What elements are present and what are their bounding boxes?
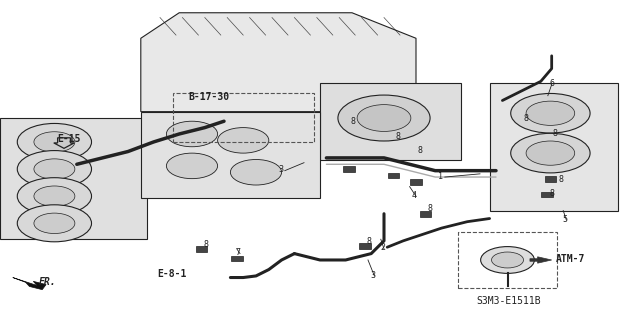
- Bar: [388, 173, 399, 178]
- Text: 3: 3: [370, 271, 375, 280]
- Bar: [231, 256, 243, 261]
- Text: 8: 8: [428, 204, 433, 212]
- Circle shape: [511, 93, 590, 133]
- Text: 8: 8: [396, 132, 401, 141]
- Text: ATM-7: ATM-7: [556, 254, 585, 264]
- Text: 6: 6: [549, 79, 554, 88]
- Circle shape: [17, 151, 92, 188]
- Text: 8: 8: [204, 240, 209, 249]
- Bar: [458, 232, 557, 288]
- Text: 8: 8: [417, 146, 422, 155]
- Polygon shape: [530, 257, 552, 263]
- Bar: [173, 93, 314, 142]
- Bar: [420, 211, 431, 217]
- Circle shape: [230, 160, 282, 185]
- Text: 8: 8: [559, 175, 564, 184]
- Text: 2: 2: [381, 243, 386, 252]
- Text: 1: 1: [438, 172, 444, 181]
- Bar: [343, 166, 355, 172]
- Circle shape: [218, 128, 269, 153]
- Text: 5: 5: [562, 215, 567, 224]
- Text: 8: 8: [524, 114, 529, 123]
- Circle shape: [166, 153, 218, 179]
- Circle shape: [166, 121, 218, 147]
- Text: 3: 3: [278, 165, 284, 174]
- Bar: [545, 176, 556, 182]
- Text: 8: 8: [549, 189, 554, 198]
- Text: B-17-30: B-17-30: [189, 93, 230, 102]
- Circle shape: [481, 247, 534, 273]
- Text: S3M3-E1511B: S3M3-E1511B: [477, 296, 541, 306]
- Circle shape: [338, 95, 430, 141]
- Circle shape: [492, 252, 524, 268]
- Circle shape: [526, 141, 575, 165]
- Text: 8: 8: [552, 129, 557, 137]
- Circle shape: [17, 178, 92, 215]
- Text: 8: 8: [366, 237, 371, 246]
- Bar: [196, 246, 207, 252]
- Polygon shape: [320, 83, 461, 160]
- Polygon shape: [0, 118, 147, 239]
- Polygon shape: [141, 13, 416, 112]
- Circle shape: [34, 159, 75, 179]
- Text: FR.: FR.: [38, 277, 56, 286]
- Text: 4: 4: [412, 191, 417, 200]
- Circle shape: [34, 213, 75, 234]
- Text: 7: 7: [236, 248, 241, 257]
- Polygon shape: [13, 278, 46, 290]
- Circle shape: [34, 132, 75, 152]
- Text: E-15: E-15: [58, 134, 81, 144]
- Circle shape: [34, 186, 75, 206]
- Circle shape: [17, 123, 92, 160]
- Circle shape: [511, 133, 590, 173]
- Polygon shape: [490, 83, 618, 211]
- Circle shape: [357, 105, 411, 131]
- Text: 8: 8: [351, 117, 356, 126]
- Bar: [541, 192, 553, 197]
- Text: E-8-1: E-8-1: [157, 269, 186, 279]
- Polygon shape: [141, 112, 320, 198]
- Bar: [359, 243, 371, 249]
- Circle shape: [17, 205, 92, 242]
- Circle shape: [526, 101, 575, 125]
- Bar: [410, 179, 422, 185]
